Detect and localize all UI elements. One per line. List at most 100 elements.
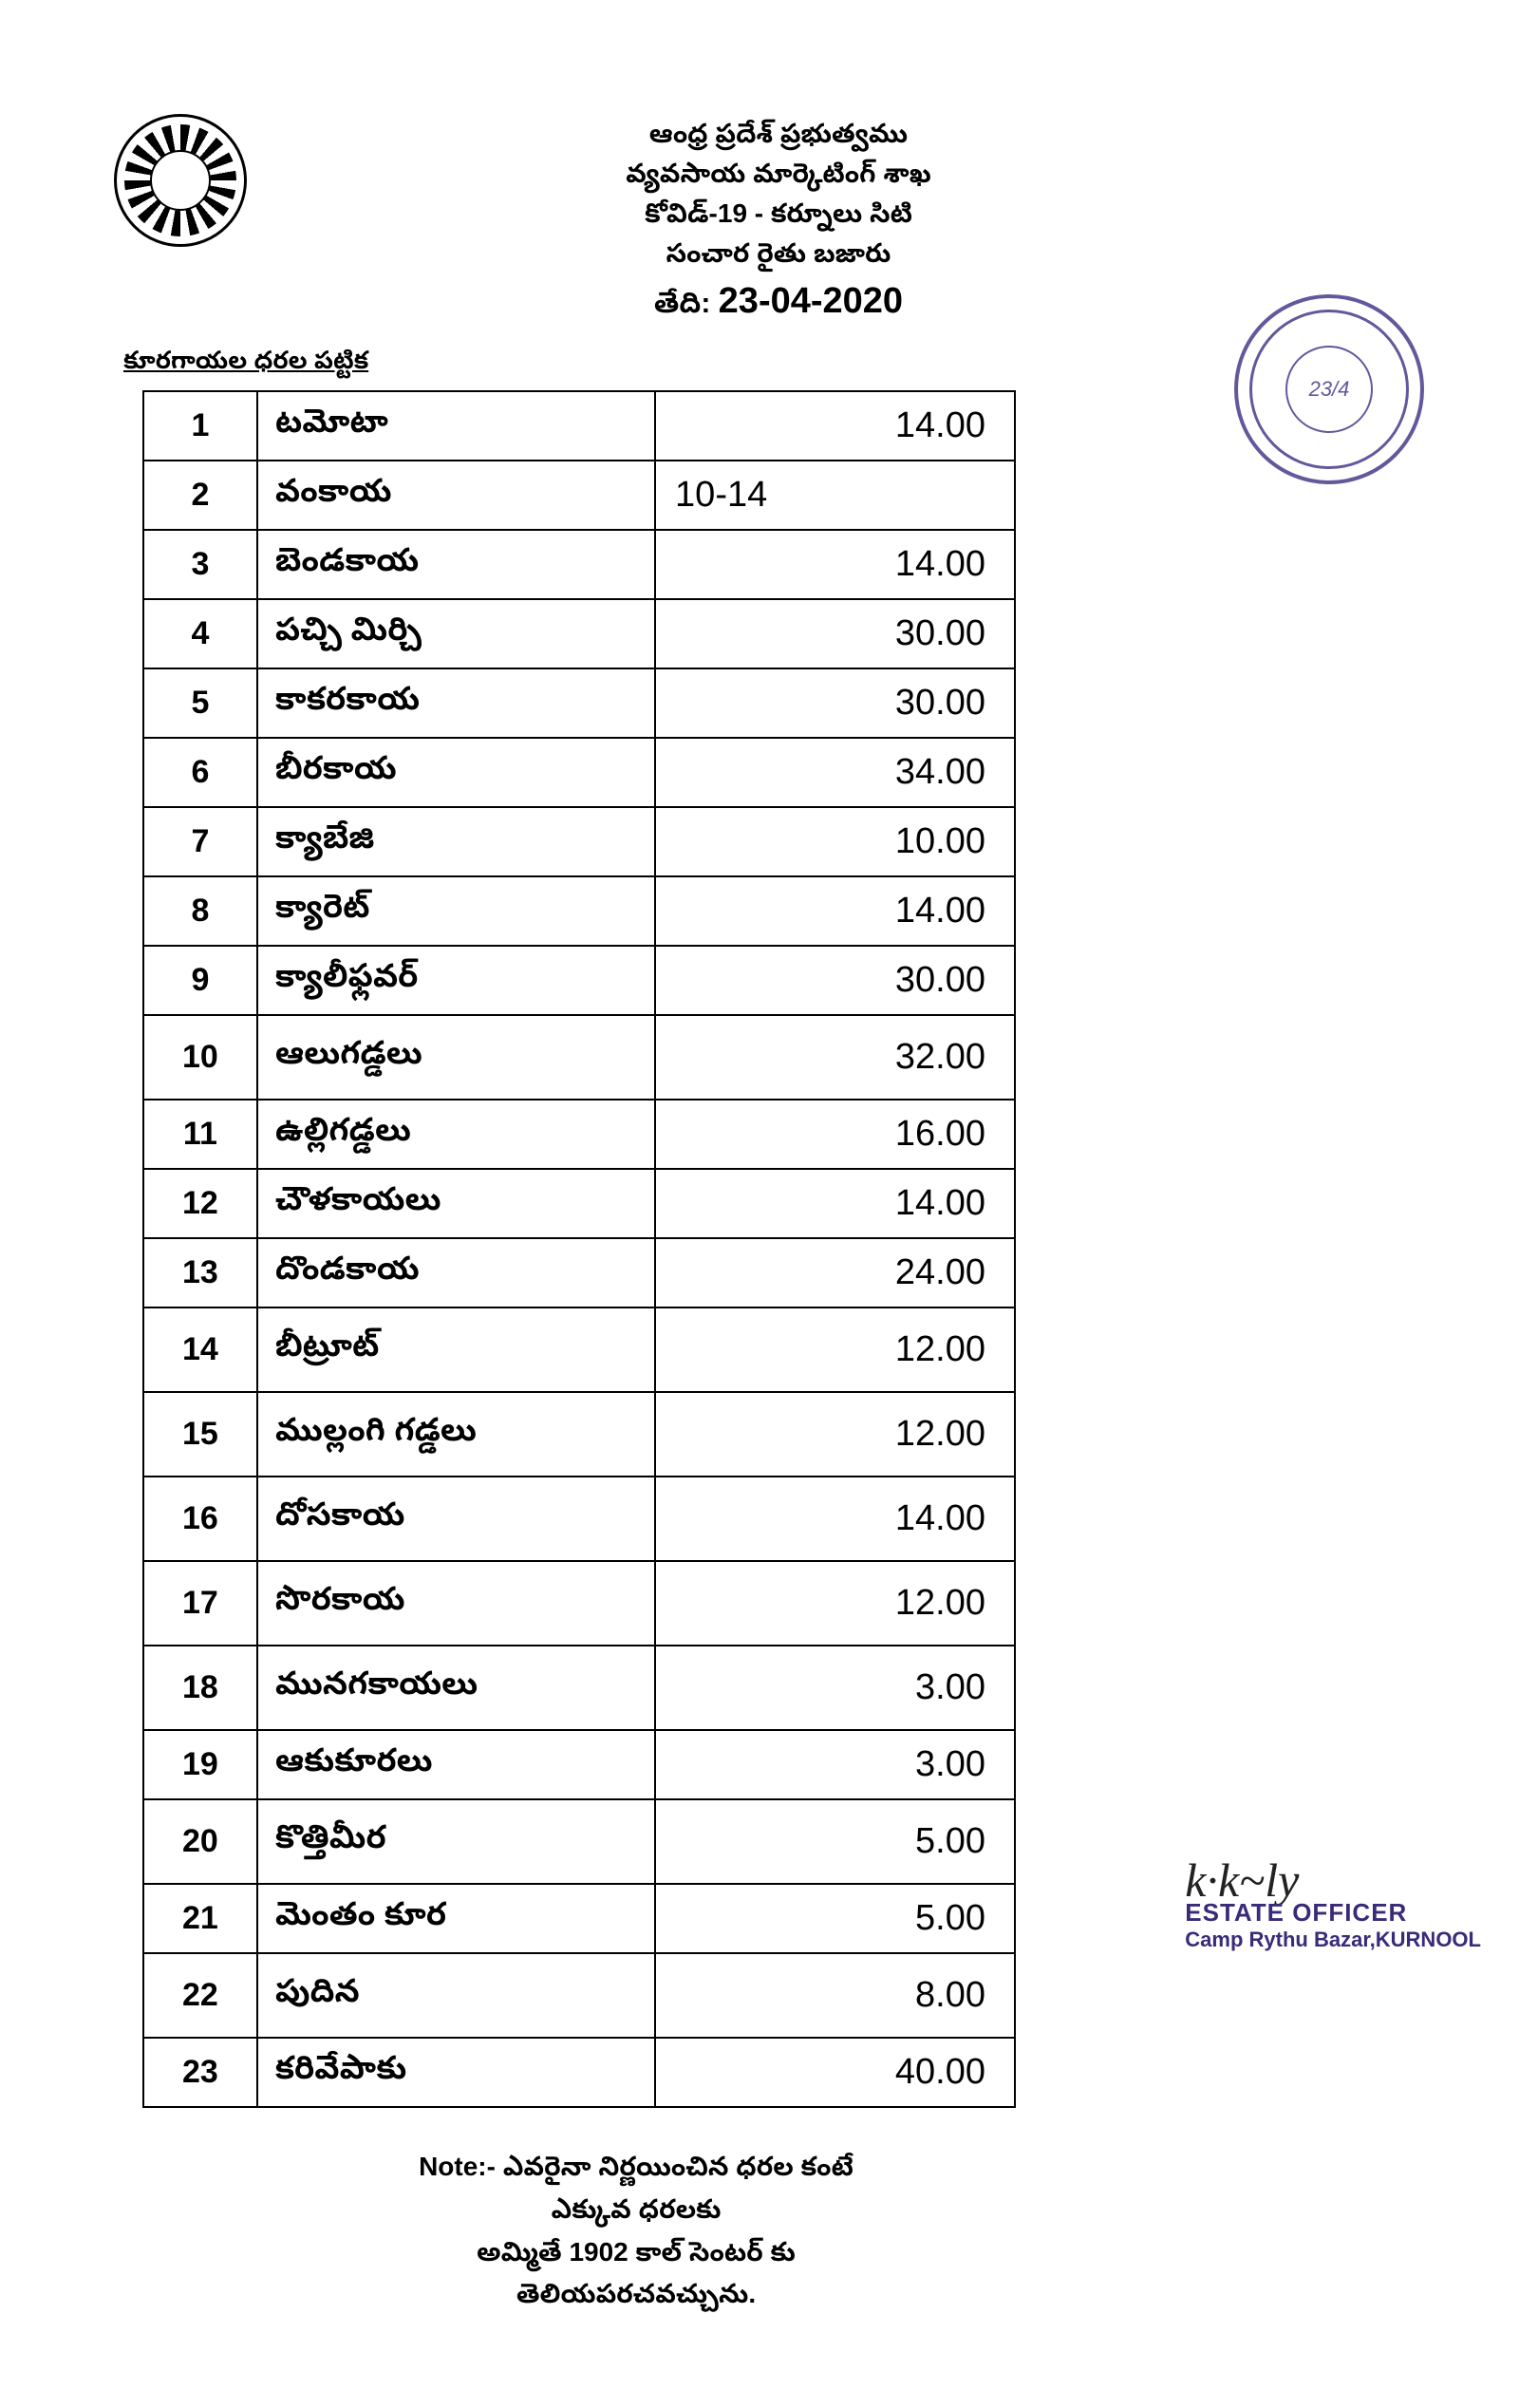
note-label: Note:-: [419, 2152, 496, 2181]
table-row: 6బీరకాయ34.00: [143, 738, 1015, 807]
date-line: తేది: 23-04-2020: [304, 281, 1253, 327]
table-row: 1టమోటా14.00: [143, 391, 1015, 461]
vegetable-name: బీరకాయ: [257, 738, 655, 807]
table-row: 22పుదిన8.00: [143, 1953, 1015, 2038]
price-value: 14.00: [655, 1169, 1015, 1238]
table-row: 16దోసకాయ14.00: [143, 1477, 1015, 1561]
vegetable-name: క్యారెట్: [257, 876, 655, 946]
vegetable-name: ఆలుగడ్డలు: [257, 1015, 655, 1100]
table-row: 12చౌళకాయలు14.00: [143, 1169, 1015, 1238]
serial-number: 10: [143, 1015, 257, 1100]
signature-block: k·k~ly ESTATE OFFICER Camp Rythu Bazar,K…: [1185, 1853, 1481, 1952]
vegetable-name: దోసకాయ: [257, 1477, 655, 1561]
vegetable-name: క్యాలీఫ్లవర్: [257, 946, 655, 1015]
price-value: 14.00: [655, 1477, 1015, 1561]
vegetable-name: మెంతం కూర: [257, 1884, 655, 1953]
vegetable-name: కొత్తిమీర: [257, 1799, 655, 1884]
price-value: 30.00: [655, 599, 1015, 668]
table-row: 2వంకాయ10-14: [143, 461, 1015, 530]
price-value: 5.00: [655, 1884, 1015, 1953]
price-value: 3.00: [655, 1730, 1015, 1799]
price-value: 14.00: [655, 391, 1015, 461]
vegetable-name: పుదిన: [257, 1953, 655, 2038]
serial-number: 6: [143, 738, 257, 807]
officer-location: Camp Rythu Bazar,KURNOOL: [1185, 1928, 1481, 1952]
table-row: 20కొత్తిమీర5.00: [143, 1799, 1015, 1884]
table-row: 8క్యారెట్14.00: [143, 876, 1015, 946]
date-label: తేది:: [654, 288, 710, 319]
vegetable-name: సొరకాయ: [257, 1561, 655, 1646]
vegetable-name: క్యాబేజి: [257, 807, 655, 876]
price-value: 14.00: [655, 876, 1015, 946]
price-value: 10.00: [655, 807, 1015, 876]
table-row: 10ఆలుగడ్డలు32.00: [143, 1015, 1015, 1100]
price-value: 12.00: [655, 1561, 1015, 1646]
serial-number: 16: [143, 1477, 257, 1561]
footer-line-4: తెలియపరచవచ్చును.: [516, 2279, 756, 2308]
vegetable-name: చౌళకాయలు: [257, 1169, 655, 1238]
serial-number: 19: [143, 1730, 257, 1799]
footer-line-1: ఎవరైనా నిర్ణయించిన ధరల కంటే: [503, 2152, 853, 2181]
price-value: 10-14: [655, 461, 1015, 530]
price-value: 16.00: [655, 1100, 1015, 1169]
serial-number: 21: [143, 1884, 257, 1953]
serial-number: 5: [143, 668, 257, 738]
serial-number: 13: [143, 1238, 257, 1307]
price-value: 14.00: [655, 530, 1015, 599]
header-line-4: సంచార రైతు బజారు: [304, 234, 1253, 273]
serial-number: 15: [143, 1392, 257, 1477]
vegetable-name: దొండకాయ: [257, 1238, 655, 1307]
price-value: 30.00: [655, 946, 1015, 1015]
footer-line-3: అమ్మితే 1902 కాల్ సెంటర్ కు: [477, 2237, 796, 2267]
serial-number: 11: [143, 1100, 257, 1169]
vegetable-name: కరివేపాకు: [257, 2038, 655, 2107]
vegetable-name: టమోటా: [257, 391, 655, 461]
vegetable-name: బీట్రూట్: [257, 1307, 655, 1392]
table-row: 13దొండకాయ24.00: [143, 1238, 1015, 1307]
vegetable-name: మునగకాయలు: [257, 1646, 655, 1730]
price-value: 5.00: [655, 1799, 1015, 1884]
table-row: 17సొరకాయ12.00: [143, 1561, 1015, 1646]
price-value: 40.00: [655, 2038, 1015, 2107]
price-value: 30.00: [655, 668, 1015, 738]
table-row: 21మెంతం కూర5.00: [143, 1884, 1015, 1953]
table-row: 5కాకరకాయ30.00: [143, 668, 1015, 738]
serial-number: 1: [143, 391, 257, 461]
table-row: 14బీట్రూట్12.00: [143, 1307, 1015, 1392]
serial-number: 17: [143, 1561, 257, 1646]
serial-number: 23: [143, 2038, 257, 2107]
price-value: 8.00: [655, 1953, 1015, 2038]
table-row: 7క్యాబేజి10.00: [143, 807, 1015, 876]
table-row: 4పచ్చి మిర్చి30.00: [143, 599, 1015, 668]
table-row: 18మునగకాయలు3.00: [143, 1646, 1015, 1730]
serial-number: 2: [143, 461, 257, 530]
vegetable-name: ముల్లంగి గడ్డలు: [257, 1392, 655, 1477]
footer-line-2: ఎక్కువ ధరలకు: [552, 2194, 722, 2224]
header-line-1: ఆంధ్ర ప్రదేశ్ ప్రభుత్వము: [304, 114, 1253, 154]
serial-number: 4: [143, 599, 257, 668]
price-value: 3.00: [655, 1646, 1015, 1730]
vegetable-name: పచ్చి మిర్చి: [257, 599, 655, 668]
stamp-date: 23/4: [1285, 346, 1373, 433]
footer-note: Note:- ఎవరైనా నిర్ణయించిన ధరల కంటే ఎక్కు…: [114, 2146, 1443, 2316]
date-value: 23-04-2020: [719, 281, 903, 321]
official-stamp-icon: 23/4: [1234, 294, 1424, 484]
table-row: 19ఆకుకూరలు3.00: [143, 1730, 1015, 1799]
price-value: 32.00: [655, 1015, 1015, 1100]
table-row: 15ముల్లంగి గడ్డలు12.00: [143, 1392, 1015, 1477]
price-value: 12.00: [655, 1392, 1015, 1477]
header-line-3: కోవిడ్-19 - కర్నూలు సిటి: [304, 194, 1253, 234]
serial-number: 20: [143, 1799, 257, 1884]
vegetable-name: ఆకుకూరలు: [257, 1730, 655, 1799]
serial-number: 22: [143, 1953, 257, 2038]
serial-number: 8: [143, 876, 257, 946]
serial-number: 7: [143, 807, 257, 876]
table-row: 11ఉల్లిగడ్డలు16.00: [143, 1100, 1015, 1169]
officer-title: ESTATE OFFICER: [1185, 1898, 1481, 1928]
serial-number: 9: [143, 946, 257, 1015]
government-emblem-icon: [114, 114, 247, 247]
header-section: ఆంధ్ర ప్రదేశ్ ప్రభుత్వము వ్యవసాయ మార్కెట…: [114, 114, 1443, 327]
vegetable-name: కాకరకాయ: [257, 668, 655, 738]
table-row: 9క్యాలీఫ్లవర్30.00: [143, 946, 1015, 1015]
vegetable-name: వంకాయ: [257, 461, 655, 530]
